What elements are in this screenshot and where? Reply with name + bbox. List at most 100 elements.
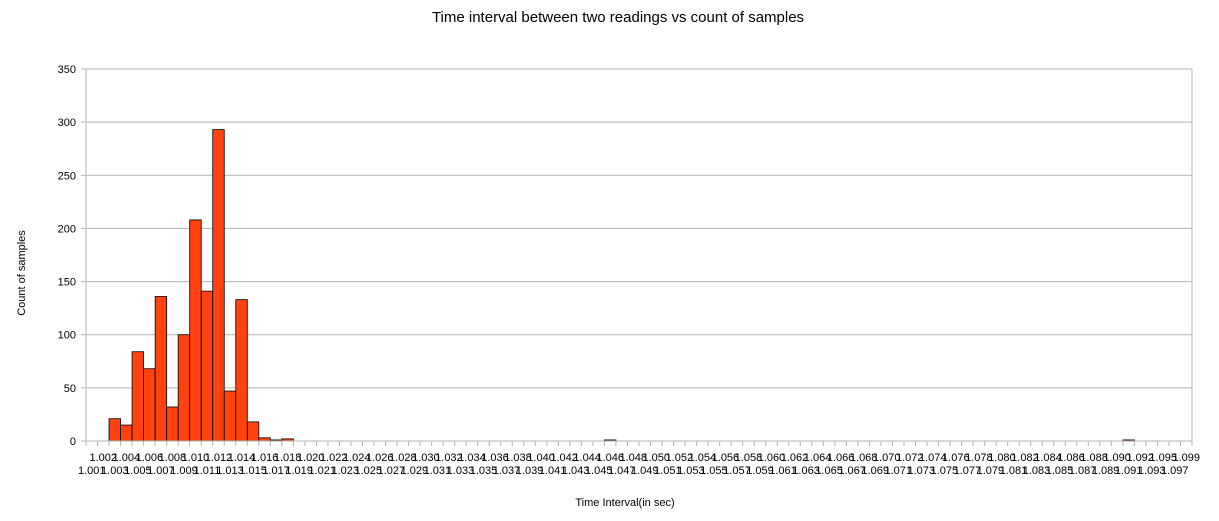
x-tick-label: 1.013: [216, 465, 244, 477]
x-tick-label: 1.003: [101, 465, 129, 477]
x-tick-label: 1.057: [723, 465, 751, 477]
x-tick-label: 1.040: [527, 452, 555, 464]
bar: [154, 296, 168, 442]
x-tick-label: 1.030: [412, 452, 440, 464]
x-tick-label: 1.008: [159, 452, 187, 464]
x-tick-label: 1.005: [124, 465, 152, 477]
x-tick-label: 1.024: [343, 452, 371, 464]
x-tick-label: 1.018: [274, 452, 302, 464]
x-tick-label: 1.019: [285, 465, 313, 477]
x-tick-label: 1.091: [1115, 465, 1143, 477]
x-tick-label: 1.021: [308, 465, 336, 477]
x-tick-label: 1.058: [735, 452, 763, 464]
chart-title: Time interval between two readings vs co…: [432, 9, 804, 26]
x-tick-label: 1.084: [1034, 452, 1062, 464]
x-tick-label: 1.016: [251, 452, 279, 464]
x-tick-label: 1.051: [654, 465, 682, 477]
x-tick-label: 1.045: [585, 465, 613, 477]
y-tick-label: 200: [58, 223, 76, 235]
x-tick-label: 1.052: [666, 452, 694, 464]
bar: [200, 290, 214, 442]
x-tick-label: 1.036: [481, 452, 509, 464]
x-tick-label: 1.077: [954, 465, 982, 477]
x-tick-label: 1.049: [631, 465, 659, 477]
x-tick-label: 1.072: [896, 452, 924, 464]
x-tick-label: 1.059: [746, 465, 774, 477]
bar: [166, 406, 179, 442]
y-tick-label: 0: [70, 436, 76, 448]
x-tick-label: 1.076: [942, 452, 970, 464]
x-tick-label: 1.011: [194, 465, 221, 477]
x-tick-label: 1.012: [205, 452, 233, 464]
x-tick-label: 1.039: [516, 465, 544, 477]
x-tick-label: 1.028: [389, 452, 417, 464]
x-tick-label: 1.025: [354, 465, 382, 477]
x-tick-label: 1.063: [792, 465, 820, 477]
x-tick-label: 1.090: [1103, 452, 1131, 464]
x-tick-label: 1.069: [861, 465, 889, 477]
bar: [131, 351, 145, 442]
x-tick-label: 1.006: [136, 452, 164, 464]
bar: [120, 424, 133, 442]
x-tick-label: 1.089: [1092, 465, 1120, 477]
y-tick-label: 250: [58, 170, 76, 182]
x-tick-label: 1.065: [815, 465, 843, 477]
y-tick-label: 150: [58, 277, 76, 289]
y-tick-label: 300: [58, 117, 76, 129]
x-tick-label: 1.075: [931, 465, 959, 477]
x-tick-label: 1.097: [1161, 465, 1189, 477]
x-tick-label: 1.092: [1126, 452, 1154, 464]
x-tick-label: 1.022: [320, 452, 348, 464]
x-tick-label: 1.081: [1000, 465, 1028, 477]
x-tick-label: 1.014: [228, 452, 256, 464]
bar: [177, 334, 191, 442]
axes: [85, 69, 1193, 446]
x-tick-label: 1.050: [643, 452, 671, 464]
x-tick-label: 1.073: [907, 465, 935, 477]
x-tick-label: 1.002: [90, 452, 118, 464]
x-tick-label: 1.034: [458, 452, 486, 464]
x-tick-label: 1.017: [262, 465, 290, 477]
x-tick-label: 1.023: [331, 465, 359, 477]
x-tick-labels: 1.0011.0021.0031.0041.0051.0061.0071.008…: [78, 452, 1200, 477]
x-tick-label: 1.064: [804, 452, 832, 464]
x-tick-label: 1.080: [988, 452, 1016, 464]
x-tick-label: 1.071: [884, 465, 912, 477]
x-tick-label: 1.085: [1046, 465, 1074, 477]
x-tick-label: 1.083: [1023, 465, 1051, 477]
x-tick-label: 1.031: [424, 465, 452, 477]
x-tick-label: 1.001: [78, 465, 106, 477]
bar: [223, 390, 237, 442]
bar: [246, 421, 260, 442]
x-tick-label: 1.048: [619, 452, 647, 464]
x-tick-label: 1.093: [1138, 465, 1166, 477]
y-tick-label: 50: [64, 383, 76, 395]
x-tick-label: 1.042: [550, 452, 578, 464]
x-tick-label: 1.079: [977, 465, 1005, 477]
x-tick-label: 1.029: [401, 465, 429, 477]
x-tick-label: 1.038: [504, 452, 532, 464]
x-tick-label: 1.035: [470, 465, 498, 477]
x-tick-label: 1.026: [366, 452, 394, 464]
x-tick-label: 1.009: [170, 465, 198, 477]
x-tick-label: 1.095: [1149, 452, 1177, 464]
x-tick-label: 1.054: [689, 452, 717, 464]
x-tick-label: 1.053: [677, 465, 705, 477]
x-tick-label: 1.033: [447, 465, 475, 477]
x-tick-label: 1.007: [147, 465, 175, 477]
x-tick-label: 1.074: [919, 452, 947, 464]
x-tick-label: 1.032: [435, 452, 463, 464]
x-tick-label: 1.087: [1069, 465, 1097, 477]
x-tick-label: 1.060: [758, 452, 786, 464]
y-tick-label: 350: [58, 64, 76, 76]
grid-lines: [81, 68, 1192, 442]
x-tick-label: 1.056: [712, 452, 740, 464]
x-tick-label: 1.068: [850, 452, 878, 464]
x-tick-label: 1.067: [838, 465, 866, 477]
x-tick-label: 1.041: [539, 465, 567, 477]
y-tick-label: 100: [58, 330, 76, 342]
x-axis-label: Time Interval(in sec): [575, 497, 674, 509]
x-tick-label: 1.055: [700, 465, 728, 477]
bars: [108, 129, 1135, 442]
